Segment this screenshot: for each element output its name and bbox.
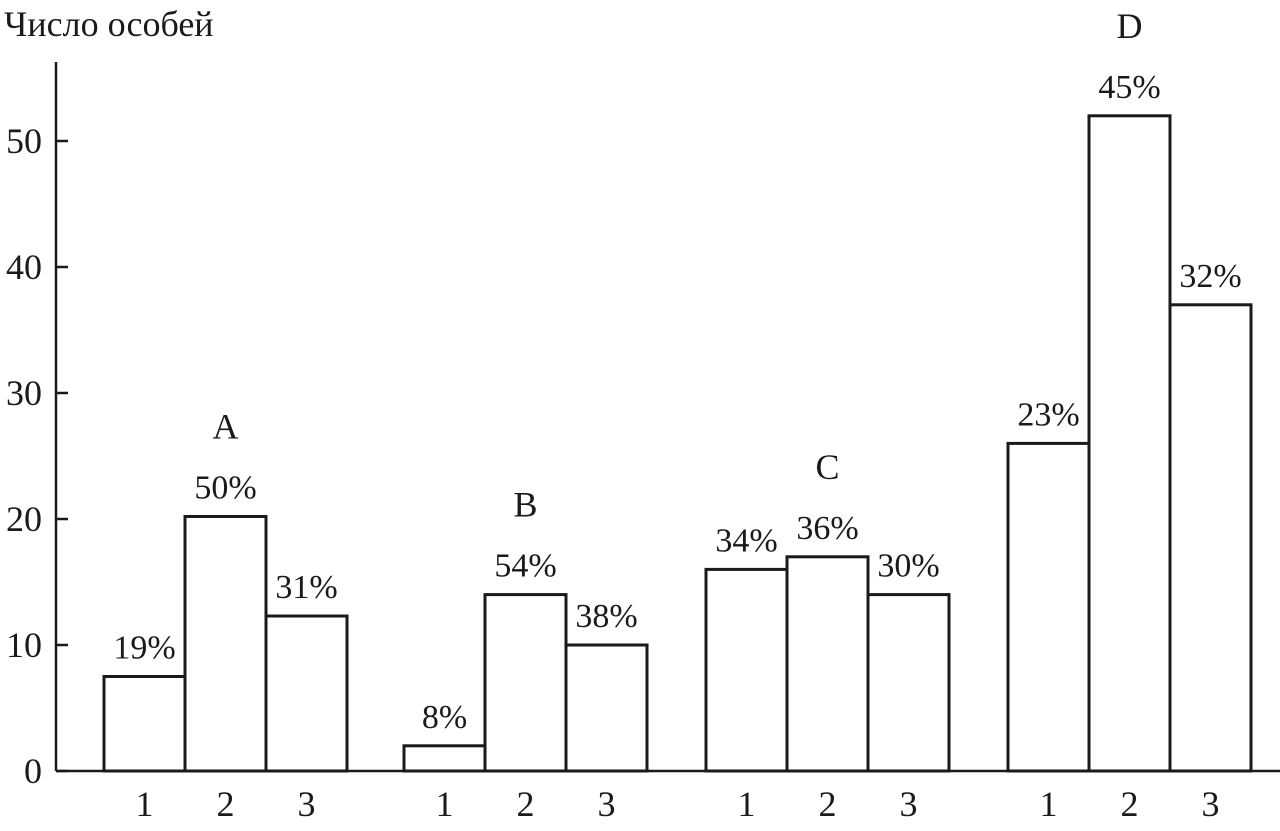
x-tick-label: 1 <box>1040 784 1058 824</box>
x-tick-label: 3 <box>298 784 316 824</box>
bar-B-1 <box>402 744 487 773</box>
group-label: B <box>513 485 537 525</box>
x-tick-label: 3 <box>900 784 918 824</box>
y-tick-label: 30 <box>6 373 42 413</box>
bar-D-1 <box>1006 441 1091 773</box>
y-tick-label: 10 <box>6 625 42 665</box>
bars: 19% 50% 31% 8% 54% 38% 34% 36% 30% 23% 45% 32% <box>102 69 1253 773</box>
data-label: 19% <box>113 630 175 667</box>
x-tick-label: 2 <box>1121 784 1139 824</box>
bar-D-2 <box>1087 114 1172 773</box>
group-label: A <box>213 406 239 446</box>
group-label: C <box>815 447 839 487</box>
bar-C-2 <box>785 555 870 773</box>
x-tick-label: 2 <box>517 784 535 824</box>
bar-A-1 <box>102 675 187 773</box>
x-tick-label: 1 <box>136 784 154 824</box>
data-label: 31% <box>275 569 337 606</box>
data-label: 30% <box>877 548 939 585</box>
group-labels: A B C D <box>213 6 1143 525</box>
data-label: 36% <box>796 510 858 547</box>
bar-D-3 <box>1168 303 1253 773</box>
x-tick-label: 2 <box>217 784 235 824</box>
bar-C-3 <box>866 593 951 773</box>
data-label: 54% <box>494 548 556 585</box>
data-label: 23% <box>1017 396 1079 433</box>
data-label: 45% <box>1098 69 1160 106</box>
x-tick-label: 3 <box>598 784 616 824</box>
group-label: D <box>1117 6 1143 46</box>
bar-A-3 <box>264 614 349 773</box>
y-tick-label: 20 <box>6 499 42 539</box>
bar-B-2 <box>483 593 568 773</box>
y-ticks: 0 10 20 30 40 50 <box>6 121 68 791</box>
x-tick-label: 1 <box>738 784 756 824</box>
x-tick-label: 3 <box>1202 784 1220 824</box>
data-label: 50% <box>194 469 256 506</box>
bar-B-3 <box>564 643 649 773</box>
y-tick-label: 40 <box>6 247 42 287</box>
x-tick-label: 2 <box>819 784 837 824</box>
data-label: 32% <box>1179 258 1241 295</box>
x-ticks: 1 2 3 1 2 3 1 2 3 1 2 3 <box>136 784 1220 824</box>
data-label: 38% <box>575 598 637 635</box>
y-axis-title: Число особей <box>4 4 214 44</box>
x-tick-label: 1 <box>436 784 454 824</box>
bar-C-1 <box>704 567 789 773</box>
data-label: 8% <box>422 699 467 736</box>
y-tick-label: 50 <box>6 121 42 161</box>
data-label: 34% <box>715 522 777 559</box>
bar-A-2 <box>183 514 268 773</box>
y-tick-label: 0 <box>24 751 42 791</box>
